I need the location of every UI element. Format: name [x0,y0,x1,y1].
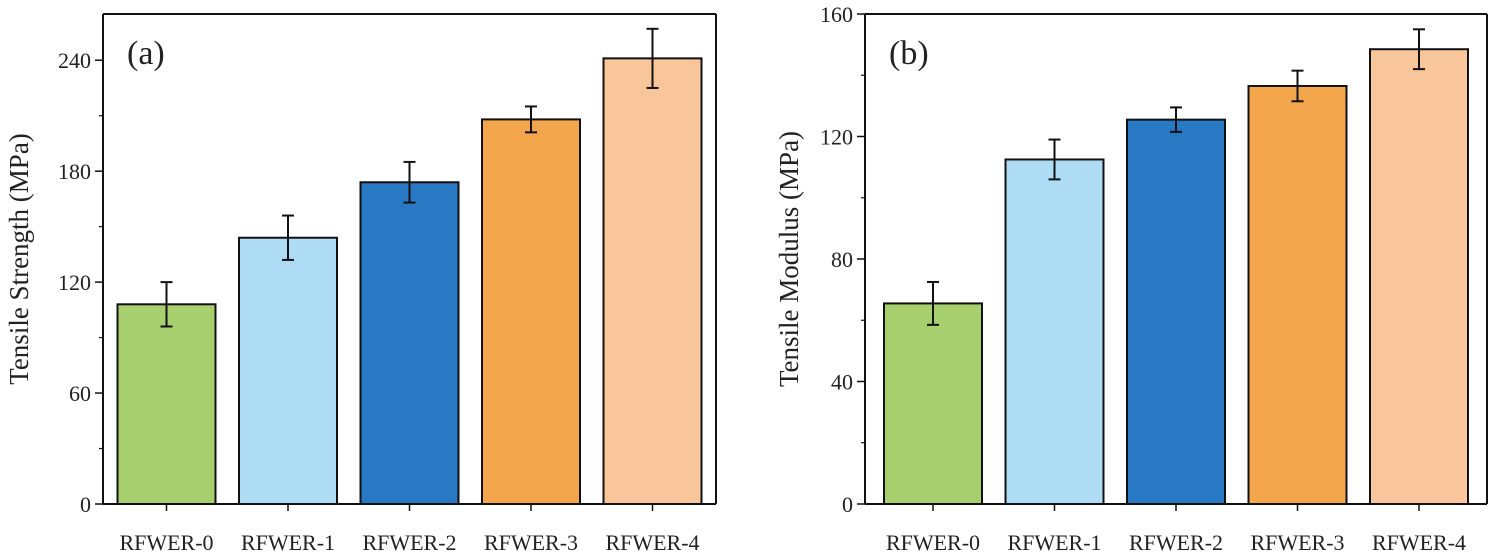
y-tick-label: 40 [831,370,853,395]
x-tick-label: RFWER-0 [119,530,213,555]
y-tick-label: 120 [820,125,853,150]
bar-rfwer-4 [602,57,703,506]
y-tick-label: 160 [820,2,853,27]
bar-rfwer-2 [1126,118,1226,505]
y-axis-title: Tensile Strength (MPa) [4,133,34,385]
y-axis-title: Tensile Modulus (MPa) [774,131,804,387]
y-tick-label: 0 [80,492,91,517]
x-tick-label: RFWER-0 [886,530,980,555]
y-tick-label: 60 [69,381,91,406]
bar-rfwer-0 [116,303,217,505]
panel-b: RFWER-0 RFWER-1 RFWER-2 RFWER-3 RFWER-4 0 40 80… [774,2,1488,555]
x-tick-label: RFWER-2 [1129,530,1223,555]
bar-rfwer-1 [1004,158,1105,505]
x-tick-label: RFWER-3 [1250,530,1344,555]
y-tick-label: 180 [58,159,91,184]
x-tick-label: RFWER-1 [1007,530,1101,555]
panel-a: RFWER-0 RFWER-1 RFWER-2 RFWER-3 RFWER-4 0 60 12… [4,13,717,555]
bar-rfwer-0 [883,302,983,505]
x-tick-label: RFWER-1 [241,530,335,555]
panel-label: (a) [127,35,165,72]
bar-rfwer-1 [238,236,338,506]
y-tick-label: 120 [58,270,91,295]
bar-rfwer-4 [1369,48,1469,505]
panel-label: (b) [889,35,929,72]
x-tick-label: RFWER-2 [362,530,456,555]
x-tick-label: RFWER-4 [605,530,699,555]
x-tick-label: RFWER-3 [484,530,578,555]
y-tick-label: 240 [58,48,91,73]
bar-rfwer-3 [1247,84,1348,505]
bar-rfwer-2 [359,181,460,505]
x-tick-label: RFWER-4 [1372,530,1466,555]
y-tick-label: 80 [831,247,853,272]
y-tick-label: 0 [842,492,853,517]
bar-rfwer-3 [481,118,581,505]
